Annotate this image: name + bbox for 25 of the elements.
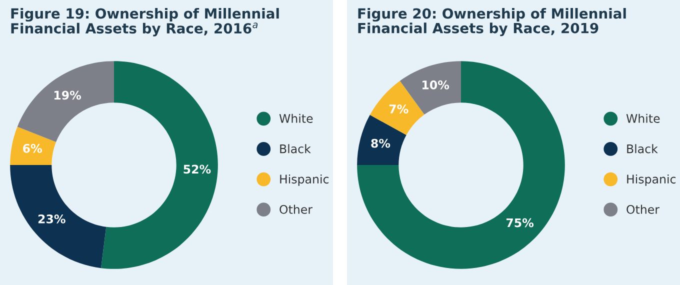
legend-label: Black	[627, 144, 658, 154]
legend-label: White	[279, 114, 313, 123]
data-label: 7%	[389, 104, 408, 114]
legend-label: Other	[280, 204, 312, 214]
donut-slice	[357, 61, 565, 269]
legend-label: Other	[626, 204, 660, 214]
donut-slice	[10, 126, 56, 165]
data-label: 6%	[23, 144, 42, 153]
donut-slice	[17, 61, 114, 142]
data-label: 23%	[38, 214, 66, 224]
legend-label: Black	[280, 144, 311, 154]
data-label: 52%	[184, 164, 211, 174]
legend-label: Hispanic	[280, 174, 329, 186]
chart-title: Figure 20: Ownership of Millennial Financial Assets by Race, 2019	[358, 8, 626, 36]
legend-label: White	[626, 114, 660, 123]
data-label: 8%	[371, 138, 390, 148]
donut-slice	[100, 61, 218, 269]
data-label: 10%	[422, 80, 450, 90]
data-label: 19%	[54, 90, 82, 100]
donut-slice	[10, 165, 106, 268]
donut-slice	[370, 80, 424, 135]
legend-label: Hispanic	[627, 174, 676, 186]
chart-title: Figure 19: Ownership of Millennial Financial Assets by Race, 2016$^{a}$	[11, 8, 279, 36]
donut-slice	[357, 114, 406, 165]
data-label: 75%	[506, 218, 534, 228]
